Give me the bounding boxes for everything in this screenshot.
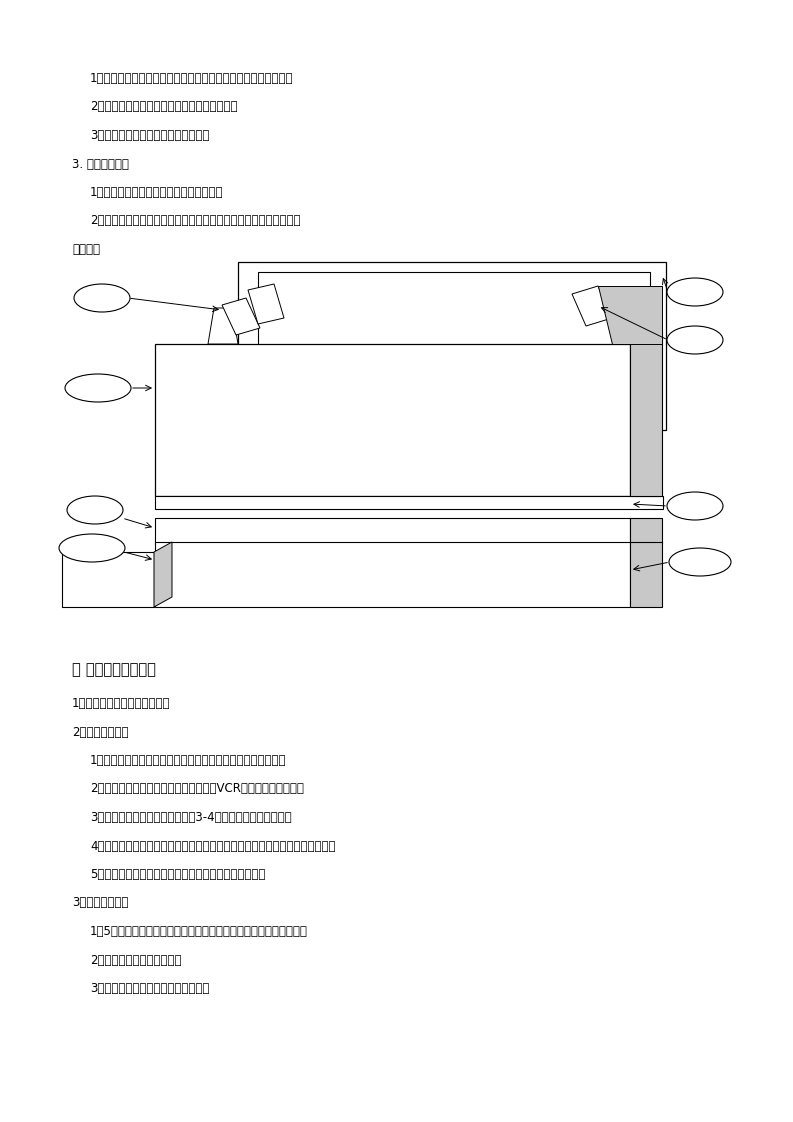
Ellipse shape [65, 374, 131, 402]
Polygon shape [222, 298, 260, 335]
Text: 2）会场门口弄成拱形气球门: 2）会场门口弄成拱形气球门 [90, 954, 182, 966]
Text: 平面图：: 平面图： [72, 243, 100, 256]
Bar [155, 542, 630, 607]
Text: 2）舞台两边分别放置显示屏，播放选手VCR、资料以及比赛项目: 2）舞台两边分别放置显示屏，播放选手VCR、资料以及比赛项目 [90, 782, 304, 795]
Text: 海报: 海报 [95, 292, 109, 304]
Polygon shape [598, 286, 662, 344]
Bar [238, 263, 666, 430]
Bar [630, 542, 662, 607]
Polygon shape [208, 309, 238, 344]
Text: 二 决赛（多功能厅）: 二 决赛（多功能厅） [72, 662, 156, 677]
Text: 1）舞台幕布挂大赛标题、选手海报、主办单位、承办单位等。: 1）舞台幕布挂大赛标题、选手海报、主办单位、承办单位等。 [90, 754, 286, 767]
Ellipse shape [667, 327, 723, 355]
Polygon shape [248, 284, 284, 324]
Ellipse shape [667, 493, 723, 519]
Text: 横幅: 横幅 [688, 285, 702, 298]
Text: 1）舞台幕布上挂横幅、大赛标题，贴上海报及主办、承办单位。: 1）舞台幕布上挂横幅、大赛标题，贴上海报及主办、承办单位。 [90, 72, 293, 85]
Ellipse shape [67, 496, 123, 524]
Text: 3．整体会场布置: 3．整体会场布置 [72, 896, 128, 910]
Text: 海报: 海报 [688, 333, 702, 347]
Text: 3）红地毯从舞台中间一直通到气球门: 3）红地毯从舞台中间一直通到气球门 [90, 982, 209, 995]
Text: 盆花: 盆花 [88, 504, 102, 516]
Text: 3. 整体会场布置: 3. 整体会场布置 [72, 157, 129, 171]
Text: 5）舞台中间放一下台的梯子，铺上红毯，一直通到门口: 5）舞台中间放一下台的梯子，铺上红毯，一直通到门口 [90, 868, 266, 881]
Bar [258, 272, 650, 350]
Polygon shape [572, 286, 612, 327]
Bar [155, 518, 630, 543]
Bar [62, 552, 154, 607]
Ellipse shape [667, 278, 723, 306]
Polygon shape [154, 542, 172, 607]
Bar [155, 344, 630, 496]
Text: 2）指示牌：算分席、嘉宾席、评委席、选手休息区、选手候台区。: 2）指示牌：算分席、嘉宾席、评委席、选手休息区、选手候台区。 [90, 214, 301, 228]
Text: 主讲台: 主讲台 [87, 381, 109, 395]
Ellipse shape [59, 534, 125, 562]
Text: 气球: 气球 [688, 499, 702, 513]
Text: 4）在舞台中间（幕布正下方），摆放一张桌子（铺有桌布），上面摆上奖杯。: 4）在舞台中间（幕布正下方），摆放一张桌子（铺有桌布），上面摆上奖杯。 [90, 839, 335, 853]
Text: 2）舞台右侧放上主讲台，主讲台前摆上鲜花。: 2）舞台右侧放上主讲台，主讲台前摆上鲜花。 [90, 101, 237, 113]
Text: 1）5条气球彩带，以会场中心为圆点布置成五角星的形状，作为装饰: 1）5条气球彩带，以会场中心为圆点布置成五角星的形状，作为装饰 [90, 925, 308, 938]
Text: 3）整体舞台用气球彩带点缀，以3-4个气球为一组，点缀舞台: 3）整体舞台用气球彩带点缀，以3-4个气球为一组，点缀舞台 [90, 811, 292, 824]
Text: 2．比赛舞台布置: 2．比赛舞台布置 [72, 726, 128, 738]
Text: 评委席: 评委席 [689, 555, 711, 569]
Text: 1）在老图门口贴上比赛流程和选手名单。: 1）在老图门口贴上比赛流程和选手名单。 [90, 186, 224, 199]
Polygon shape [630, 330, 662, 496]
Ellipse shape [669, 548, 731, 576]
Ellipse shape [74, 284, 130, 312]
Text: 3）舞台前放上盆花及三种同色气球。: 3）舞台前放上盆花及三种同色气球。 [90, 129, 209, 142]
Text: 1．评委席桌面布置（同复赛）: 1．评委席桌面布置（同复赛） [72, 697, 170, 710]
Text: 算分席: 算分席 [82, 542, 102, 554]
Bar [155, 496, 663, 509]
Bar [630, 518, 662, 543]
